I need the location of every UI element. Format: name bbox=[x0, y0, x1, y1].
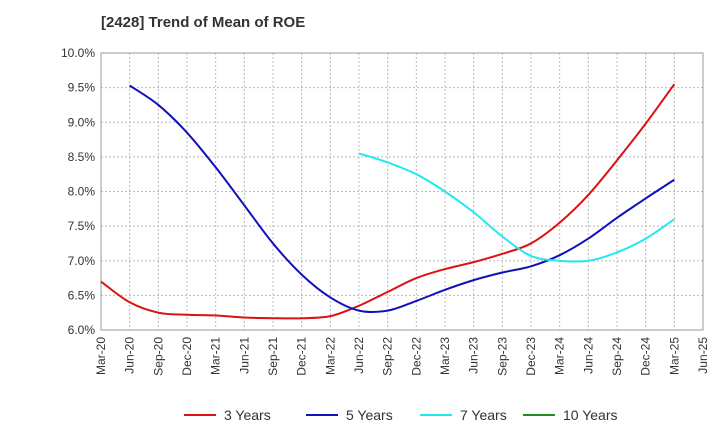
y-tick-label: 10.0% bbox=[61, 46, 95, 60]
legend-label: 10 Years bbox=[563, 407, 618, 423]
y-tick-label: 7.5% bbox=[68, 219, 96, 233]
x-tick-label: Mar-21 bbox=[209, 337, 223, 375]
series-line-1 bbox=[100, 83, 676, 320]
y-tick-label: 8.0% bbox=[68, 185, 96, 199]
x-tick-label: Jun-21 bbox=[237, 337, 251, 374]
x-tick-label: Jun-22 bbox=[352, 337, 366, 374]
grid bbox=[100, 52, 704, 331]
y-tick-label: 8.5% bbox=[68, 150, 96, 164]
y-tick-label: 6.0% bbox=[68, 323, 96, 337]
x-tick-label: Dec-21 bbox=[295, 337, 309, 376]
legend-label: 3 Years bbox=[224, 407, 271, 423]
y-tick-label: 9.5% bbox=[68, 81, 96, 95]
x-tick-label: Jun-23 bbox=[467, 337, 481, 374]
x-tick-label: Mar-20 bbox=[94, 337, 108, 375]
x-tick-label: Sep-20 bbox=[151, 337, 165, 376]
y-tick-label: 7.0% bbox=[68, 254, 96, 268]
chart-title: [2428] Trend of Mean of ROE bbox=[101, 14, 306, 31]
x-tick-label: Sep-24 bbox=[610, 337, 624, 376]
series-line-2 bbox=[129, 84, 675, 314]
x-tick-label: Sep-23 bbox=[495, 337, 509, 376]
x-tick-label: Sep-21 bbox=[266, 337, 280, 376]
series-lines bbox=[100, 83, 676, 320]
legend: 3 Years 5 Years 7 Years 10 Years bbox=[184, 407, 618, 423]
x-tick-label: Dec-22 bbox=[409, 337, 423, 376]
x-tick-label: Mar-25 bbox=[667, 337, 681, 375]
x-tick-label: Dec-20 bbox=[180, 337, 194, 376]
x-tick-label: Mar-22 bbox=[323, 337, 337, 375]
x-tick-label: Sep-22 bbox=[381, 337, 395, 376]
x-tick-label: Jun-20 bbox=[123, 337, 137, 374]
x-tick-label: Mar-23 bbox=[438, 337, 452, 375]
legend-label: 7 Years bbox=[460, 407, 507, 423]
x-tick-label: Mar-24 bbox=[553, 337, 567, 375]
series-line-3 bbox=[358, 152, 675, 263]
axes: 6.0% 6.5% 7.0% 7.5% 8.0% 8.5% 9.0% 9.5% 10.0% Mar… bbox=[61, 46, 710, 376]
y-tick-label: 6.5% bbox=[68, 288, 96, 302]
x-tick-label: Jun-24 bbox=[581, 337, 595, 374]
y-tick-label: 9.0% bbox=[68, 115, 96, 129]
plot-frame bbox=[100, 52, 704, 331]
x-tick-label: Dec-23 bbox=[524, 337, 538, 376]
legend-label: 5 Years bbox=[346, 407, 393, 423]
x-tick-label: Jun-25 bbox=[696, 337, 710, 374]
x-tick-label: Dec-24 bbox=[639, 337, 653, 376]
